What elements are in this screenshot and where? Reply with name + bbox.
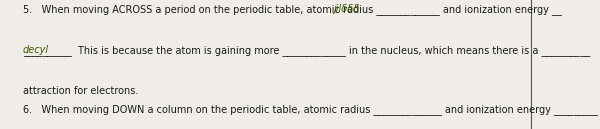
Text: jilδδδ: jilδδδ (333, 4, 359, 14)
Text: decyl: decyl (23, 45, 49, 55)
Text: __________  This is because the atom is gaining more _____________ in the nucleu: __________ This is because the atom is g… (23, 45, 590, 56)
Text: 6.   When moving DOWN a column on the periodic table, atomic radius ____________: 6. When moving DOWN a column on the peri… (23, 104, 598, 115)
Text: 5.   When moving ACROSS a period on the periodic table, atomic radius __________: 5. When moving ACROSS a period on the pe… (23, 4, 562, 15)
Text: attraction for electrons.: attraction for electrons. (23, 86, 138, 96)
